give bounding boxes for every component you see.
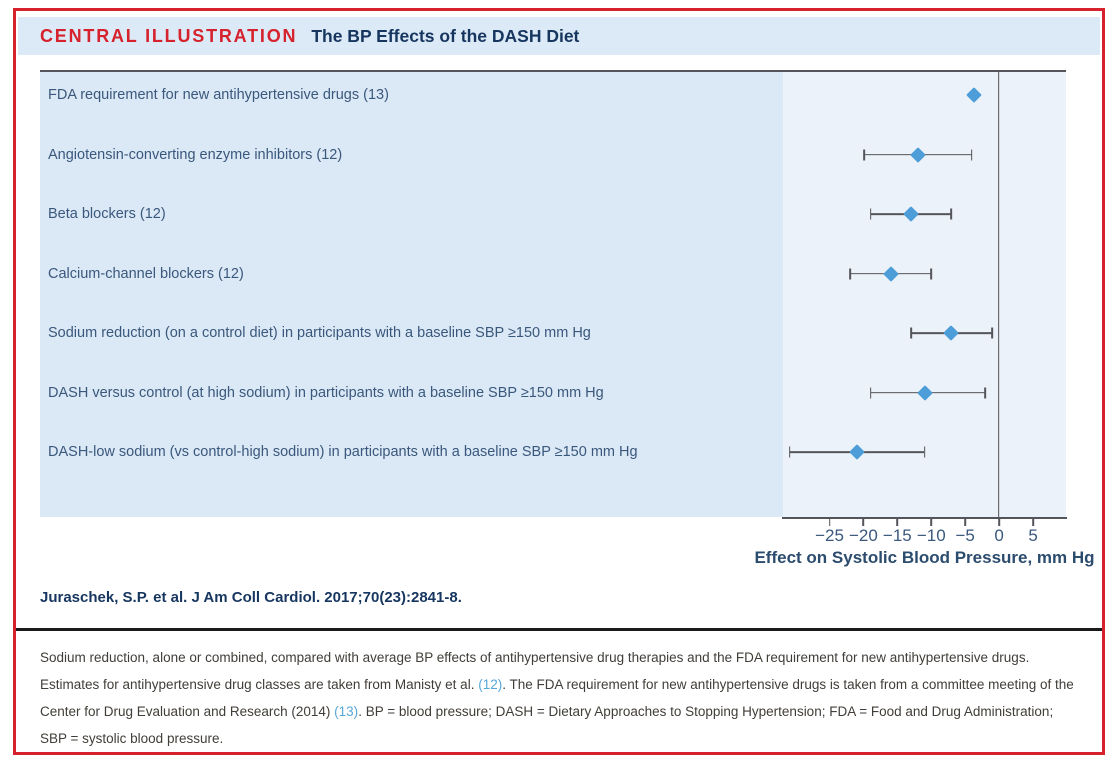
caption-text-2: . The FDA requirement for new antihypert… — [40, 677, 1074, 719]
kicker-central-illustration: CENTRAL ILLUSTRATION — [40, 25, 298, 46]
row-label: DASH versus control (at high sodium) in … — [48, 384, 604, 401]
axis-tick-label: −25 — [815, 526, 844, 545]
axis-tick-label: 0 — [994, 526, 1004, 545]
row-label: DASH-low sodium (vs control-high sodium)… — [48, 444, 638, 460]
point-estimate-marker — [916, 384, 933, 401]
zero-reference-line — [997, 72, 1000, 518]
row-label-band: FDA requirement for new antihypertensive… — [40, 72, 783, 517]
ci-cap-lower — [910, 327, 912, 339]
axis-tick — [1032, 518, 1034, 526]
row-label: Beta blockers (12) — [48, 206, 166, 222]
x-axis-title: Effect on Systolic Blood Pressure, mm Hg — [754, 548, 1095, 567]
point-estimate-marker — [909, 146, 926, 163]
figure-title: The BP Effects of the DASH Diet — [311, 25, 580, 46]
caption-separator-line — [16, 628, 1102, 631]
caption-text-3: . BP = blood pressure; DASH = Dietary Ap… — [40, 704, 1054, 746]
point-estimate-marker — [883, 265, 899, 282]
ci-cap-upper — [923, 446, 926, 458]
point-estimate-marker — [849, 444, 865, 460]
axis-tick — [930, 518, 933, 526]
citation: Juraschek, S.P. et al. J Am Coll Cardiol… — [40, 589, 462, 606]
ci-cap-lower — [788, 446, 791, 458]
ci-cap-upper — [950, 208, 953, 220]
caption-text-1: Sodium reduction, alone or combined, com… — [40, 650, 1030, 692]
x-axis: −25 −20 −15 −10 −5 0 5 Effect on Systolic Bloo… — [754, 517, 1095, 577]
chart-top-border — [40, 70, 1066, 72]
row-label: Calcium-channel blockers (12) — [48, 265, 244, 282]
ci-cap-upper — [930, 268, 933, 279]
axis-tick — [828, 518, 831, 526]
row-label: FDA requirement for new antihypertensive… — [48, 87, 389, 103]
figure-header: CENTRAL ILLUSTRATION The BP Effects of t… — [18, 17, 1100, 55]
point-estimate-marker — [903, 206, 919, 222]
ci-cap-upper — [984, 387, 986, 398]
axis-tick-label: −5 — [955, 526, 975, 545]
reference-link-12[interactable]: (12) — [478, 677, 503, 692]
row-label: Angiotensin-converting enzyme inhibitors… — [48, 146, 343, 163]
plot-area — [783, 72, 1066, 518]
axis-tick — [964, 518, 966, 526]
figure-caption: Sodium reduction, alone or combined, com… — [40, 644, 1082, 752]
axis-tick — [862, 518, 865, 526]
axis-tick-label: 5 — [1028, 526, 1038, 545]
ci-cap-upper — [991, 327, 993, 339]
axis-tick — [896, 518, 899, 526]
ci-cap-lower — [849, 268, 852, 279]
point-estimate-marker — [943, 325, 960, 341]
ci-cap-lower — [869, 387, 872, 398]
axis-tick — [998, 518, 1000, 526]
axis-tick-label: −20 — [849, 526, 878, 545]
point-estimate-marker — [965, 87, 982, 103]
ci-cap-upper — [970, 149, 973, 160]
figure-red-border-frame: CENTRAL ILLUSTRATION The BP Effects of t… — [13, 8, 1105, 755]
axis-tick-label: −10 — [916, 526, 946, 545]
x-axis-line — [782, 517, 1067, 519]
forest-plot: FDA requirement for new antihypertensive… — [40, 70, 1095, 582]
ci-cap-lower — [869, 208, 872, 220]
row-label: Sodium reduction (on a control diet) in … — [48, 325, 591, 341]
axis-tick-label: −15 — [882, 526, 912, 545]
ci-cap-lower — [863, 149, 865, 160]
reference-link-13[interactable]: (13) — [334, 704, 359, 719]
